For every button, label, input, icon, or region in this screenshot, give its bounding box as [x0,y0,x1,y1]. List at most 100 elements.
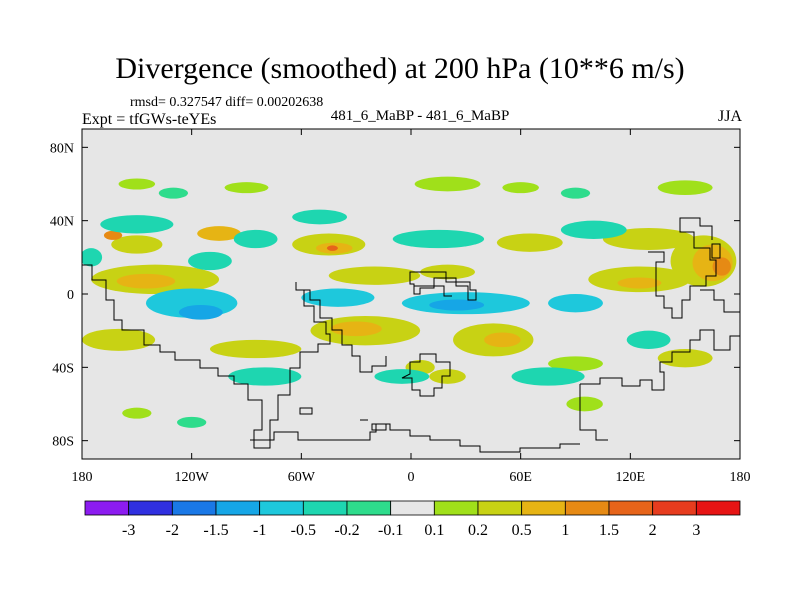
field-blob [484,332,521,348]
y-tick-label: 80N [50,141,74,156]
field-blob [82,248,103,267]
colorbar-label: 0.1 [424,522,444,539]
colorbar-swatch [128,500,173,516]
colorbar-swatch [695,500,741,516]
x-tick-label: 60W [288,470,316,485]
colorbar-swatch [259,500,304,516]
field-blob [158,187,189,199]
field-blob [111,235,163,254]
colorbar-label: -3 [122,522,135,539]
field-blob [414,176,481,192]
field-blob [496,233,563,252]
coastline-asia [648,217,717,319]
field-blob [429,299,485,311]
colorbar-label: 0.5 [512,522,532,539]
field-blob [122,407,152,419]
colorbar-label: 1 [561,522,569,539]
colorbar-label: -0.1 [378,522,403,539]
coastline-australia-south [579,384,608,441]
coastline-americas [82,264,331,449]
colorbar-label: -1 [253,522,266,539]
colorbar: -3 -2 -1.5 -1 -0.5 -0.2 -0.1 0.1 0.2 0.5 1 1.5 2 3 [84,500,741,539]
field-blob [178,305,223,320]
field-blob [188,251,232,271]
field-blob [177,416,207,428]
colorbar-label: -0.5 [291,522,316,539]
y-tick-label: 40N [50,215,74,230]
field-blob [392,229,485,249]
coastline-australia [580,329,740,391]
y-tick-label: 40S [52,361,74,376]
field-blob [116,273,176,289]
colorbar-swatch [215,500,261,516]
stats-label: rmsd= 0.327547 diff= 0.00202638 [130,95,324,110]
field-blob [566,396,603,412]
colorbar-swatch [521,500,566,516]
colorbar-label: -2 [166,522,179,539]
coastline-gulf [414,285,452,297]
field-blob [326,245,338,251]
colorbar-swatch [477,500,523,516]
coastline-south-africa [401,353,451,397]
y-tick-label: 80S [52,435,74,450]
colorbar-swatch [302,500,348,516]
colorbar-swatch [608,500,654,516]
colorbar-label: 3 [692,522,700,539]
x-tick-label: 180 [730,470,751,485]
field-blob [560,220,627,239]
season-label: JJA [717,108,742,125]
colorbar-swatch [564,500,610,516]
field-blob [617,277,662,289]
field-blob [548,356,603,371]
coastline-south-america [296,289,387,373]
field-blob [502,182,539,194]
field-blob [657,180,713,196]
colorbar-label: -1.5 [203,522,228,539]
field-blob [118,178,156,190]
field-blob [511,367,585,386]
field-blob [330,321,382,337]
coastline-antarctic-islands [299,407,387,431]
field-blob [657,349,713,368]
colorbar-label: 2 [649,522,657,539]
field-blob [548,294,603,313]
field-blob [712,257,731,276]
coastline-antarctica [250,423,580,453]
x-tick-label: 120W [175,470,210,485]
x-tick-label: 120E [616,470,646,485]
field-blob [328,266,421,285]
case-label: 481_6_MaBP - 481_6_MaBP [330,108,510,124]
field-blob [420,264,475,280]
colorbar-label: 0.2 [468,522,488,539]
field-blob [560,187,591,199]
x-tick-label: 0 [408,470,415,485]
coastlines [82,217,740,453]
axes: 180 120W 60W 0 60E 120E 180 80N 40N 0 40S 80S [50,129,751,485]
field-blob [228,367,302,386]
field-blob [82,328,156,351]
field-blob [209,339,302,359]
colorbar-swatch [84,500,130,516]
field-blob [301,288,375,307]
colorbar-swatch [171,500,217,516]
coastline-japan [711,243,721,259]
colorbar-swatch [652,500,697,516]
divergence-field [82,176,737,428]
coastline-africa [409,271,477,301]
colorbar-label: 1.5 [599,522,619,539]
field-blob [626,330,671,350]
colorbar-label: -0.2 [334,522,359,539]
field-blob [197,226,242,241]
field-blob [292,209,348,225]
field-blob [374,369,430,384]
field-blob [224,182,269,194]
field-blob [602,228,695,250]
y-tick-label: 0 [67,288,74,303]
field-blob [233,229,278,249]
colorbar-swatch [433,500,479,516]
experiment-label: Expt = tfGWs-teYEs [82,111,217,128]
x-tick-label: 180 [72,470,93,485]
field-blob [103,230,123,240]
colorbar-swatch [346,500,392,516]
